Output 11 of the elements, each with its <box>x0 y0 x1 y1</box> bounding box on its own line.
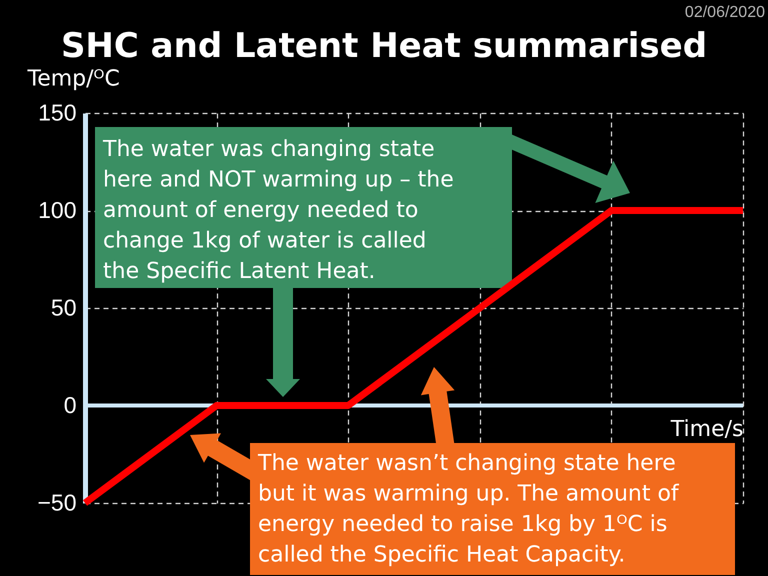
y-tick-label: −50 <box>37 490 76 516</box>
y-tick-label: 150 <box>38 100 76 126</box>
y-tick-label: 0 <box>64 392 76 418</box>
x-axis-title: Time/s <box>670 417 744 442</box>
annotation: The water wasn’t changing state here but it was warming up. The amount of energy needed to raise 1kg by 1ᴼC is called the Specific Heat Capacity. <box>257 451 680 568</box>
chart-title: SHC and Latent Heat summarised <box>60 26 708 66</box>
y-tick-label: 100 <box>38 197 76 223</box>
annotation: The water was changing state here and NOT warming up – the amount of energy needed to change 1kg of water is called the Specific Latent Heat. <box>102 137 454 284</box>
y-tick-label: 50 <box>50 294 76 320</box>
y-axis-title: Temp/ᴼC <box>26 66 120 92</box>
text: 02/06/2020 <box>684 4 766 21</box>
